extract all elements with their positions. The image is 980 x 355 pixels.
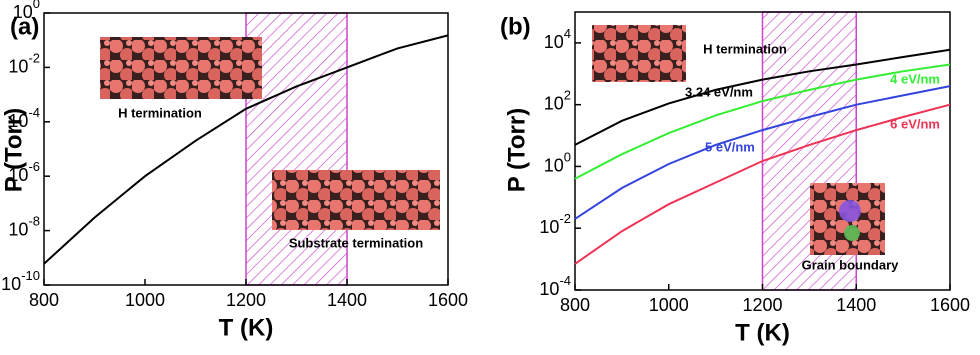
x-tick-label: 1200 <box>742 295 782 315</box>
inset-image <box>272 170 440 230</box>
x-tick-label: 1000 <box>649 295 689 315</box>
data-line <box>574 48 951 146</box>
x-axis-label: T (K) <box>219 314 274 341</box>
series-label: 3.24 eV/nm <box>685 84 753 99</box>
y-tick-label: 10-2 <box>8 51 40 76</box>
data-line <box>43 34 449 265</box>
y-tick-label: 10-8 <box>8 214 40 239</box>
annotation: H termination <box>703 41 787 56</box>
series-label: 6 eV/nm <box>890 116 940 131</box>
y-tick-label: 102 <box>544 88 571 113</box>
inset-image <box>592 25 686 82</box>
y-tick-label: 104 <box>544 26 571 51</box>
y-axis-label: P (Torr) <box>0 108 27 192</box>
x-tick-label: 1400 <box>836 295 876 315</box>
annotation: H termination <box>118 105 202 120</box>
y-tick-label: 10-10 <box>1 268 40 293</box>
data-line <box>574 103 951 265</box>
grain-highlight <box>839 200 861 222</box>
shaded-region <box>245 12 348 286</box>
y-tick-label: 10-4 <box>539 273 571 298</box>
x-tick-label: 1000 <box>125 290 165 310</box>
panel-label: (a) <box>10 13 39 40</box>
y-axis-label: P (Torr) <box>503 108 530 192</box>
y-tick-label: 10-6 <box>8 160 40 185</box>
y-tick-label: 100 <box>544 150 571 175</box>
y-tick-label: 100 <box>13 0 40 22</box>
x-tick-label: 1400 <box>327 290 367 310</box>
x-tick-label: 800 <box>560 295 590 315</box>
y-tick-label: 10-2 <box>539 212 571 237</box>
panel-label: (b) <box>500 13 531 40</box>
x-tick-label: 800 <box>29 290 59 310</box>
annotation: Substrate termination <box>289 235 423 250</box>
x-tick-label: 1600 <box>930 295 970 315</box>
plots: H termination Substrate termination 800 100… <box>0 0 970 346</box>
series-label: 4 eV/nm <box>890 71 940 86</box>
data-line <box>574 85 951 220</box>
inset-image <box>100 37 262 99</box>
x-tick-label: 1600 <box>428 290 468 310</box>
series-label: 5 eV/nm <box>705 139 755 154</box>
x-tick-label: 1200 <box>226 290 266 310</box>
annotation: Grain boundary <box>802 257 900 272</box>
y-tick-label: 10-4 <box>8 105 40 130</box>
x-axis-label: T (K) <box>735 319 790 346</box>
data-line <box>574 63 951 180</box>
grain-highlight <box>844 225 860 241</box>
